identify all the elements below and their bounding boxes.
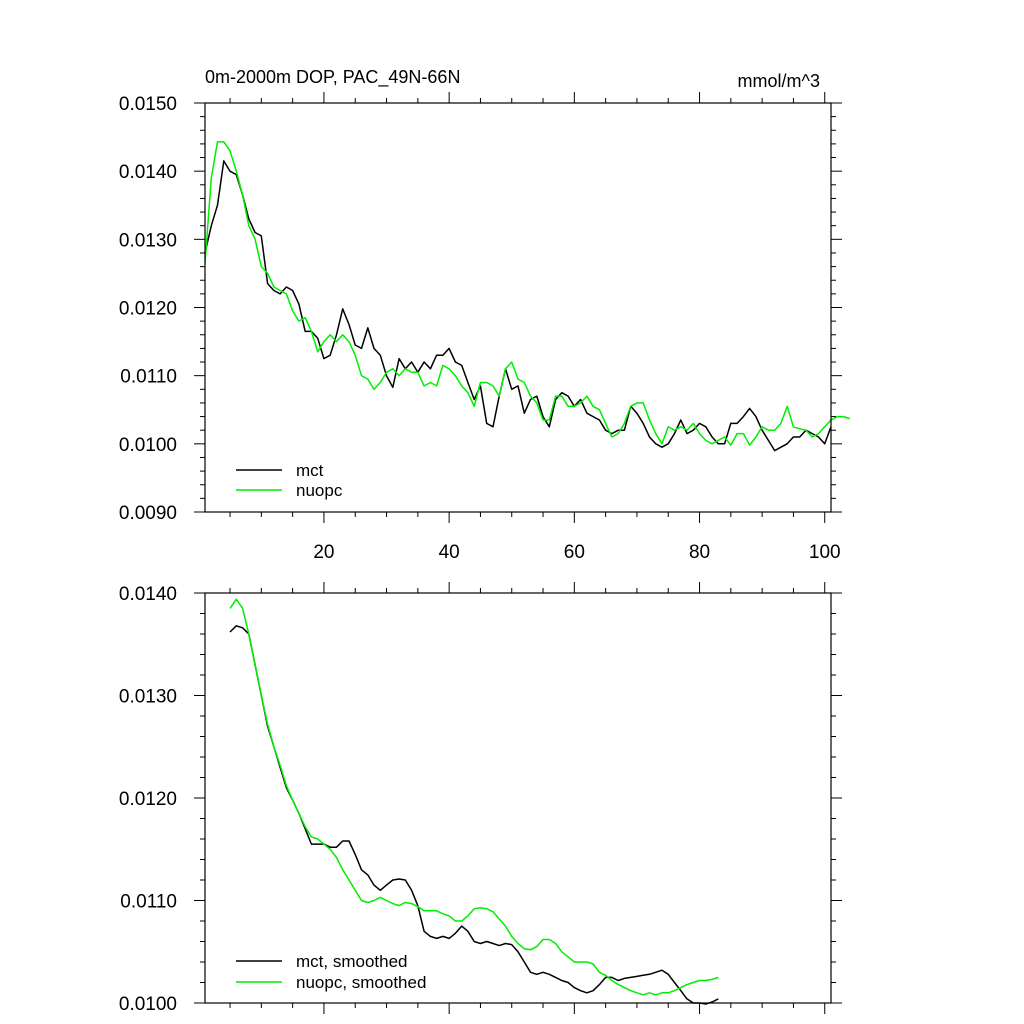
y-tick-label: 0.0100 — [119, 994, 177, 1015]
bottom-panel-frame — [204, 592, 832, 1004]
y-tick-label: 0.0140 — [119, 162, 177, 183]
legend-label-mct: mct — [296, 461, 324, 480]
y-tick-label: 0.0130 — [119, 687, 177, 708]
top-panel-legend: mct nuopc — [236, 461, 343, 500]
y-tick-label: 0.0110 — [120, 892, 177, 913]
y-tick-label: 0.0120 — [119, 789, 177, 810]
legend-label-nuopc-smoothed: nuopc, smoothed — [296, 973, 426, 992]
series-line-mct-smoothed — [229, 625, 719, 1005]
y-tick-label: 0.0120 — [119, 299, 177, 320]
x-tick-label: 20 — [313, 542, 334, 563]
y-tick-label: 0.0100 — [119, 435, 177, 456]
x-tick-label: 60 — [564, 542, 585, 563]
x-tick-label: 100 — [809, 542, 841, 563]
x-tick-label: 80 — [689, 542, 710, 563]
y-tick-label: 0.0090 — [119, 503, 177, 524]
series-line-mct — [204, 160, 832, 452]
series-line-nuopc-smoothed — [229, 598, 719, 996]
bottom-panel: 0.0100 0.0110 0.0120 0.0130 0.0140 mct, smoo… — [119, 582, 842, 1015]
top-panel-units: mmol/m^3 — [738, 71, 820, 91]
y-tick-label: 0.0110 — [120, 367, 177, 388]
series-line-nuopc — [204, 141, 851, 446]
top-panel-frame — [204, 102, 832, 513]
y-tick-label: 0.0130 — [119, 230, 177, 251]
y-tick-label: 0.0150 — [119, 94, 177, 115]
bottom-panel-legend: mct, smoothed nuopc, smoothed — [236, 952, 426, 992]
y-tick-label: 0.0140 — [119, 584, 177, 605]
x-tick-label: 40 — [439, 542, 460, 563]
top-panel: 0m-2000m DOP, PAC_49N-66N mmol/m^3 20 40 6… — [119, 67, 851, 563]
top-panel-title: 0m-2000m DOP, PAC_49N-66N — [205, 67, 460, 88]
legend-label-mct-smoothed: mct, smoothed — [296, 952, 408, 971]
legend-label-nuopc: nuopc — [296, 481, 343, 500]
